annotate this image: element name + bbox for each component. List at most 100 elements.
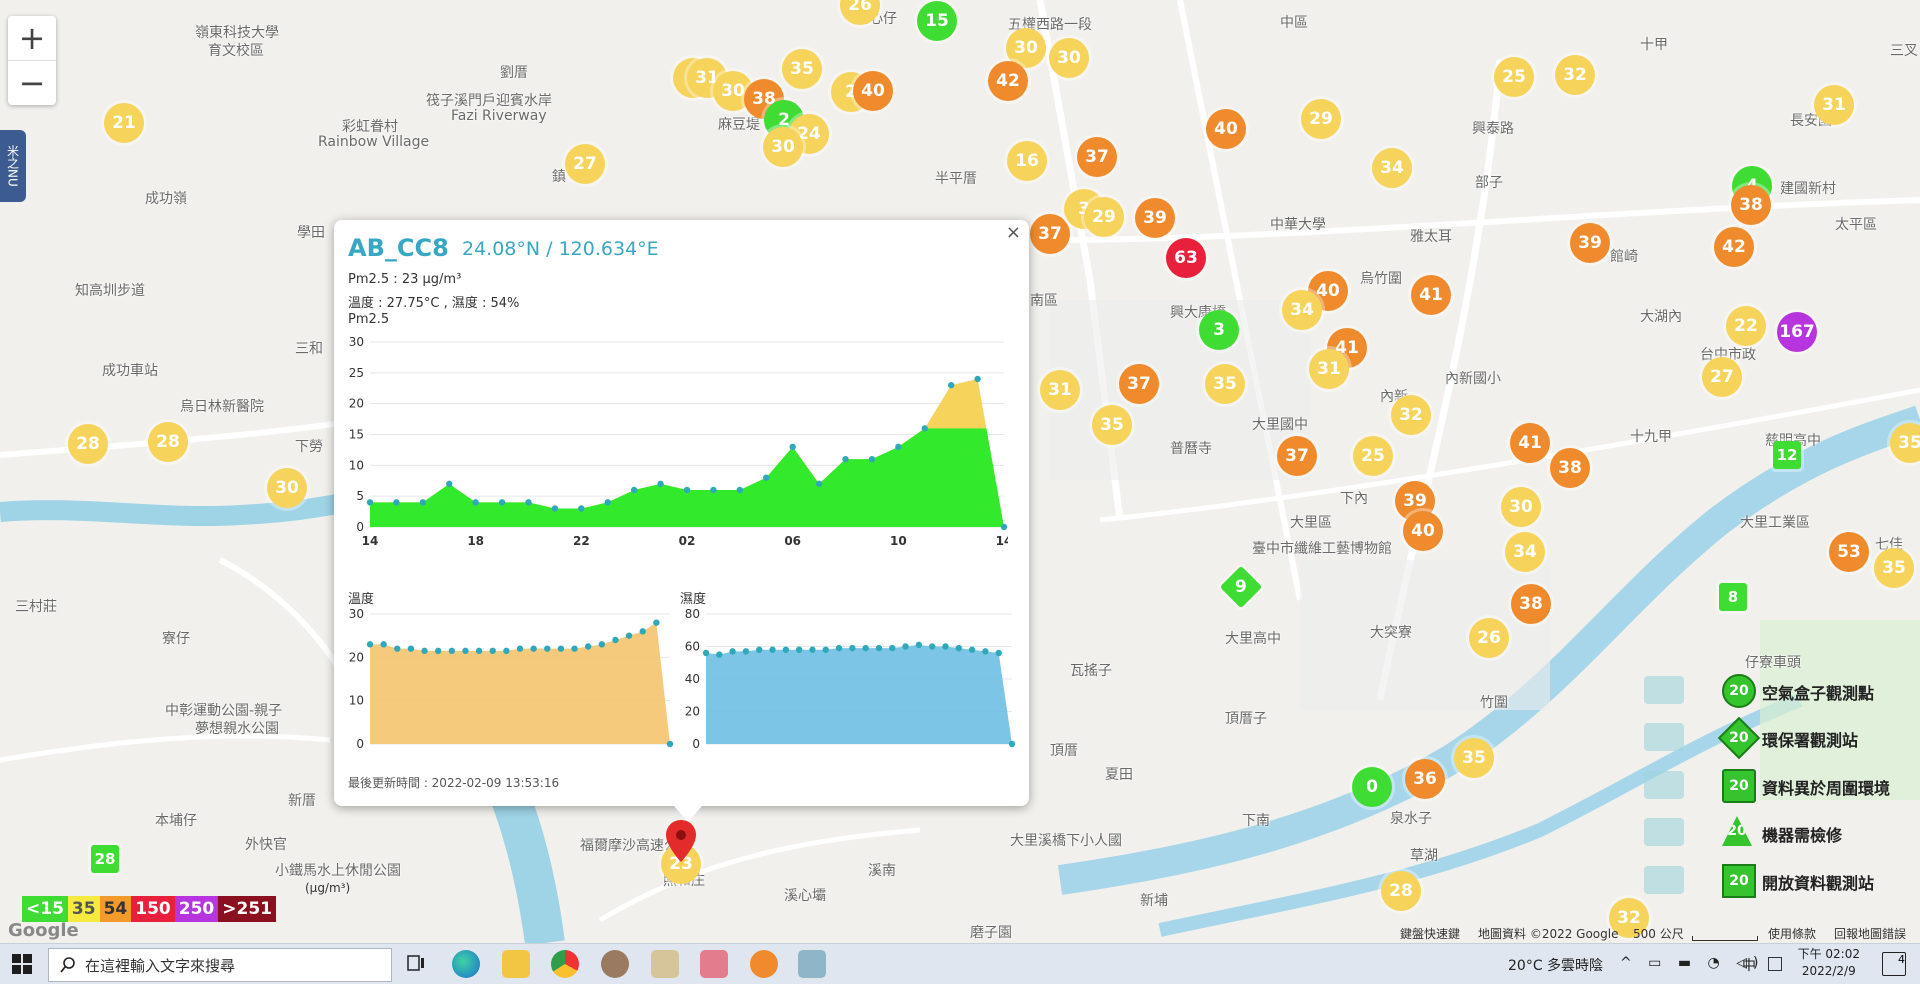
selected-location-pin[interactable] bbox=[664, 818, 698, 864]
sensor-marker[interactable]: 30 bbox=[763, 127, 803, 167]
x-tick-label: 02 bbox=[679, 534, 696, 548]
map-canvas[interactable]: 嶺東科技大學 育文校區 中區 田心仔 五權西路一段 劉厝 麻豆堤 筏子溪門戶迎賓水岸 Fazi … bbox=[0, 0, 1920, 943]
system-tray-icons[interactable]: ^ ▭ ▬ ◔ ◁) bbox=[1620, 955, 1765, 971]
map-scale[interactable]: 500 公尺 bbox=[1633, 927, 1684, 941]
edge-browser-icon[interactable] bbox=[452, 950, 480, 978]
open-data-station-marker[interactable]: 12 bbox=[1773, 441, 1801, 469]
sensor-marker[interactable]: 34 bbox=[1282, 290, 1322, 330]
windows-start-icon[interactable] bbox=[12, 954, 32, 974]
sensor-marker[interactable]: 26 bbox=[1469, 618, 1509, 658]
sensor-marker[interactable]: 41 bbox=[1510, 423, 1550, 463]
sensor-marker[interactable]: 27 bbox=[1702, 357, 1742, 397]
sensor-marker[interactable]: 38 bbox=[1550, 448, 1590, 488]
data-point bbox=[868, 455, 876, 463]
sensor-marker[interactable]: 30 bbox=[713, 71, 753, 111]
sensor-marker[interactable]: 29 bbox=[1301, 99, 1341, 139]
sensor-marker[interactable]: 35 bbox=[782, 49, 822, 89]
sensor-marker[interactable]: 32 bbox=[1391, 395, 1431, 435]
sensor-marker[interactable]: 37 bbox=[1077, 137, 1117, 177]
sensor-marker[interactable]: 35 bbox=[1454, 738, 1494, 778]
app-icon-paint[interactable] bbox=[700, 950, 728, 978]
sensor-marker[interactable]: 35 bbox=[1092, 405, 1132, 445]
open-data-station-marker[interactable]: 28 bbox=[91, 845, 119, 873]
weather-widget[interactable]: 20°C 多雲時陰 bbox=[1508, 958, 1604, 974]
keyboard-icon[interactable] bbox=[1768, 957, 1782, 971]
blender-icon[interactable] bbox=[750, 950, 778, 978]
sensor-marker[interactable]: 32 bbox=[1609, 898, 1649, 938]
sensor-marker[interactable]: 37 bbox=[1030, 214, 1070, 254]
taskbar-search-box[interactable]: 在這裡輸入文字來搜尋 bbox=[48, 948, 392, 982]
sensor-marker[interactable]: 30 bbox=[1049, 38, 1089, 78]
sensor-marker[interactable]: 34 bbox=[1372, 148, 1412, 188]
sensor-marker[interactable]: 42 bbox=[988, 61, 1028, 101]
sensor-marker[interactable]: 31 bbox=[1309, 349, 1349, 389]
temp-humidity-reading: 溫度 : 27.75°C , 濕度 : 54% bbox=[348, 296, 520, 311]
sensor-marker[interactable]: 38 bbox=[1511, 584, 1551, 624]
sensor-marker[interactable]: 167 bbox=[1777, 312, 1817, 352]
data-point bbox=[809, 646, 816, 653]
app-icon-notes[interactable] bbox=[798, 950, 826, 978]
sensor-marker[interactable]: 35 bbox=[1890, 423, 1920, 463]
side-panel-tab[interactable]: 米之NU bbox=[0, 130, 26, 202]
ime-indicator[interactable]: 中 bbox=[1742, 958, 1756, 974]
sensor-marker[interactable]: 30 bbox=[1501, 487, 1541, 527]
sensor-marker[interactable]: 28 bbox=[68, 424, 108, 464]
sensor-marker[interactable]: 25 bbox=[1353, 436, 1393, 476]
sensor-marker[interactable]: 53 bbox=[1829, 532, 1869, 572]
report-error-link[interactable]: 回報地圖錯誤 bbox=[1834, 927, 1907, 941]
terms-link[interactable]: 使用條款 bbox=[1768, 927, 1817, 941]
sensor-marker[interactable]: 0 bbox=[1352, 767, 1392, 807]
app-icon-compass[interactable] bbox=[601, 950, 629, 978]
sensor-marker[interactable]: 28 bbox=[148, 422, 188, 462]
sensor-marker[interactable]: 22 bbox=[1726, 306, 1766, 346]
sensor-marker[interactable]: 39 bbox=[1570, 223, 1610, 263]
sensor-marker[interactable]: 27 bbox=[565, 144, 605, 184]
legend-label: 機器需檢修 bbox=[1762, 826, 1843, 845]
zoom-out-button[interactable]: − bbox=[18, 64, 46, 102]
map-data-attribution[interactable]: 地圖資料 ©2022 Google bbox=[1478, 927, 1619, 941]
sensor-marker[interactable]: 37 bbox=[1119, 364, 1159, 404]
file-explorer-icon[interactable] bbox=[502, 950, 530, 978]
chrome-browser-icon[interactable] bbox=[551, 950, 579, 978]
data-point bbox=[472, 499, 479, 506]
sensor-marker[interactable]: 16 bbox=[1007, 141, 1047, 181]
sensor-marker[interactable]: 21 bbox=[104, 103, 144, 143]
sensor-marker[interactable]: 29 bbox=[1084, 197, 1124, 237]
sensor-marker[interactable]: 38 bbox=[1731, 185, 1771, 225]
sensor-marker[interactable]: 30 bbox=[267, 468, 307, 508]
taskbar-clock[interactable]: 下午 02:02 2022/2/9 bbox=[1798, 946, 1860, 980]
sensor-marker[interactable]: 15 bbox=[917, 1, 957, 41]
sensor-marker[interactable]: 37 bbox=[1277, 436, 1317, 476]
sensor-marker[interactable]: 28 bbox=[1381, 871, 1421, 911]
sensor-marker[interactable]: 40 bbox=[1206, 109, 1246, 149]
sensor-marker[interactable]: 35 bbox=[1874, 548, 1914, 588]
place-label: 新埔 bbox=[1140, 893, 1168, 909]
sensor-marker[interactable]: 42 bbox=[1714, 227, 1754, 267]
zoom-in-button[interactable]: + bbox=[8, 16, 56, 61]
sensor-marker[interactable]: 63 bbox=[1166, 238, 1206, 278]
sensor-marker[interactable]: 31 bbox=[1040, 370, 1080, 410]
data-point bbox=[475, 647, 483, 655]
sensor-marker[interactable]: 32 bbox=[1555, 55, 1595, 95]
sensor-marker[interactable]: 35 bbox=[1205, 364, 1245, 404]
open-data-station-marker[interactable]: 8 bbox=[1719, 583, 1747, 611]
keyboard-shortcuts-link[interactable]: 鍵盤快速鍵 bbox=[1400, 927, 1461, 941]
sensor-marker[interactable]: 30 bbox=[1006, 28, 1046, 68]
popup-close-button[interactable]: × bbox=[1005, 222, 1021, 243]
sensor-marker[interactable]: 39 bbox=[1135, 198, 1175, 238]
task-view-icon[interactable] bbox=[402, 950, 430, 978]
y-tick-label: 20 bbox=[349, 650, 364, 664]
sensor-marker[interactable]: 41 bbox=[1411, 275, 1451, 315]
place-label: 仔寮車頭 bbox=[1745, 655, 1801, 671]
sensor-marker[interactable]: 25 bbox=[1494, 57, 1534, 97]
sensor-marker[interactable]: 36 bbox=[1405, 759, 1445, 799]
sensor-marker[interactable]: 3 bbox=[1199, 310, 1239, 350]
data-point bbox=[653, 619, 660, 626]
data-point bbox=[551, 505, 559, 512]
sensor-marker[interactable]: 40 bbox=[1403, 511, 1443, 551]
sensor-marker[interactable]: 31 bbox=[1814, 85, 1854, 125]
sensor-marker[interactable]: 34 bbox=[1505, 532, 1545, 572]
notification-icon[interactable]: 4 bbox=[1882, 952, 1906, 976]
app-icon-gimp[interactable] bbox=[651, 950, 679, 978]
sensor-marker[interactable]: 40 bbox=[853, 71, 893, 111]
